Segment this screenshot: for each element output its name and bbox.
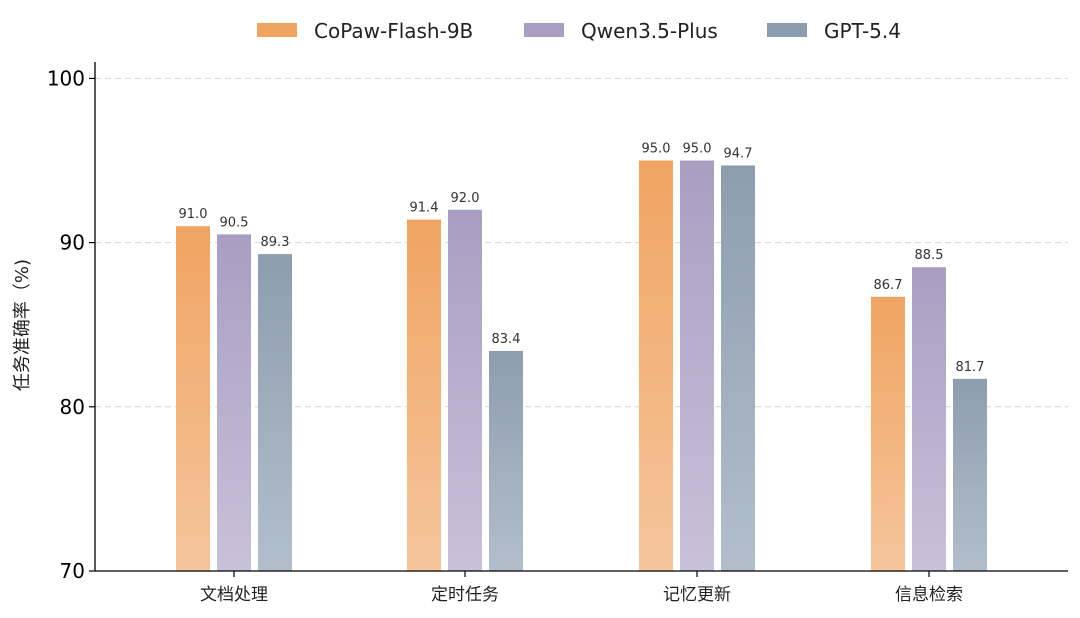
legend-swatch: [767, 23, 807, 37]
y-axis-title: 任务准确率（%): [12, 259, 33, 391]
legend-label: Qwen3.5-Plus: [581, 19, 718, 43]
value-label: 81.7: [956, 360, 985, 375]
x-tick-label: 信息检索: [895, 585, 963, 605]
bar-copaw-flash-9b-0: [176, 226, 210, 571]
value-label: 94.7: [724, 146, 753, 161]
axes: [94, 62, 1068, 572]
x-tick-label: 文档处理: [200, 585, 268, 605]
value-labels: 91.0 90.5 89.3 91.4 92.0 83.4 95.0 95.0 94.7 86.7…: [179, 142, 985, 375]
value-label: 89.3: [261, 235, 290, 250]
bar-copaw-flash-9b-3: [871, 296, 905, 571]
value-label: 90.5: [220, 215, 249, 230]
legend: CoPaw-Flash-9B Qwen3.5-Plus GPT-5.4: [257, 19, 901, 43]
value-label: 88.5: [915, 248, 944, 263]
bar-gpt-5-4-1: [489, 350, 523, 571]
value-label: 91.4: [410, 201, 439, 216]
legend-label: GPT-5.4: [824, 19, 901, 43]
y-tick-label: 100: [47, 66, 85, 90]
value-label: 91.0: [179, 207, 208, 222]
bar-qwen3-5-plus-3: [912, 267, 946, 571]
bar-qwen3-5-plus-2: [680, 160, 714, 572]
bar-qwen3-5-plus-0: [217, 234, 251, 571]
y-tick-labels: 70 80 90 100: [47, 66, 95, 583]
gridlines: [95, 77, 1068, 408]
bar-gpt-5-4-0: [258, 254, 292, 571]
y-tick-label: 80: [60, 395, 85, 419]
bar-copaw-flash-9b-1: [407, 219, 441, 572]
bar-gpt-5-4-3: [953, 378, 987, 571]
value-label: 95.0: [683, 142, 712, 157]
value-label: 83.4: [492, 332, 521, 347]
legend-label: CoPaw-Flash-9B: [314, 19, 473, 43]
y-tick-label: 70: [60, 559, 85, 583]
legend-swatch: [524, 23, 564, 37]
legend-swatch: [257, 23, 297, 37]
bar-gpt-5-4-2: [721, 165, 755, 571]
bars: [176, 160, 987, 572]
x-tick-labels: 文档处理 定时任务 记忆更新 信息检索: [200, 571, 963, 605]
bar-copaw-flash-9b-2: [639, 160, 673, 572]
x-tick-label: 记忆更新: [663, 585, 731, 605]
value-label: 92.0: [451, 191, 480, 206]
value-label: 86.7: [874, 278, 903, 293]
value-label: 95.0: [642, 142, 671, 157]
bar-qwen3-5-plus-1: [448, 209, 482, 571]
y-tick-label: 90: [60, 231, 85, 255]
x-tick-label: 定时任务: [431, 585, 499, 605]
